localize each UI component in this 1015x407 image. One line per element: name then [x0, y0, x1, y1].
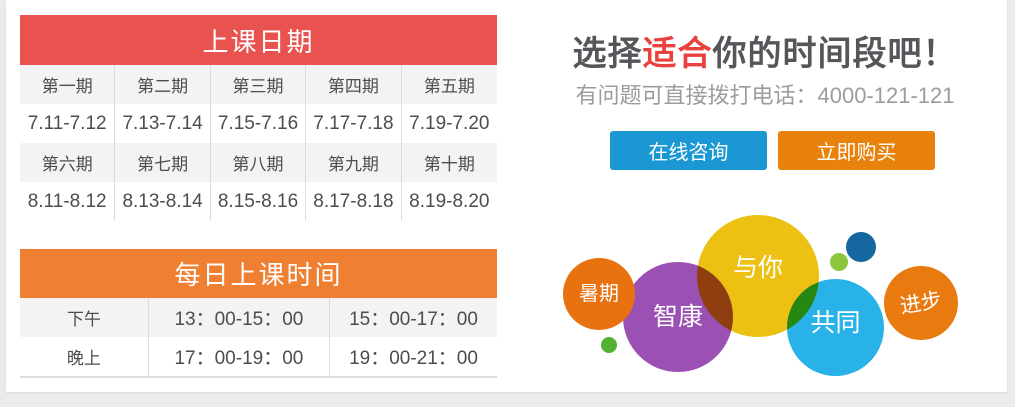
bubble-label: 进步 [898, 288, 944, 318]
table-row: 第一期 第二期 第三期 第四期 第五期 [20, 65, 497, 104]
time-slot: 13：00-15：00 [149, 298, 331, 337]
bubble-zhikang: 智康 [623, 262, 733, 372]
class-dates-header: 上课日期 [20, 15, 497, 65]
session-date: 8.11-8.12 [20, 182, 116, 221]
session-date: 7.17-7.18 [306, 104, 402, 143]
page-title: 选择适合你的时间段吧！ [515, 26, 1015, 75]
bubble-label: 与你 [732, 253, 783, 282]
session-label: 第八期 [211, 143, 307, 182]
session-date: 7.19-7.20 [409, 112, 490, 134]
bubble-label: 共同 [810, 309, 861, 337]
session-label: 第二期 [115, 65, 211, 104]
session-label: 第一期 [20, 65, 116, 104]
session-date: 8.17-8.18 [306, 182, 402, 221]
headline-highlight: 适合 [642, 35, 713, 73]
table-row: 下午 13：00-15：00 15：00-17：00 [20, 298, 497, 337]
bubble-label: 暑期 [579, 283, 619, 305]
headline-suffix: 你的时间段吧！ [712, 35, 958, 73]
bubble-label: 智康 [652, 302, 703, 331]
time-period-label: 下午 [20, 298, 149, 337]
session-date: 8.13-8.14 [115, 182, 211, 221]
online-consult-button[interactable]: 在线咨询 [610, 131, 767, 170]
yellowgreen-dot-decoration [830, 253, 848, 271]
table-row: 第六期 第七期 第八期 第九期 第十期 [20, 143, 497, 182]
session-date: 8.15-8.16 [211, 182, 307, 221]
session-date: 7.15-7.16 [211, 104, 307, 143]
buy-now-button[interactable]: 立即购买 [778, 131, 935, 170]
time-period-label: 晚上 [20, 337, 149, 376]
darkblue-dot-decoration [846, 232, 876, 262]
table-row: 晚上 17：00-19：00 19：00-21：00 [20, 337, 497, 376]
time-slot: 19：00-21：00 [349, 348, 478, 369]
session-label: 第三期 [211, 65, 307, 104]
session-date: 8.19-8.20 [409, 190, 490, 212]
bubble-together: 共同 [787, 279, 884, 376]
session-date: 7.13-7.14 [115, 104, 211, 143]
table-row: 7.11-7.12 7.13-7.14 7.15-7.16 7.17-7.18 … [20, 104, 497, 143]
bubble-summer: 暑期 [563, 258, 635, 330]
green-dot-decoration [601, 337, 617, 353]
session-date: 7.11-7.12 [20, 104, 116, 143]
daily-time-header: 每日上课时间 [20, 249, 497, 298]
session-label: 第十期 [423, 155, 475, 174]
bubble-progress: 进步 [884, 266, 958, 340]
time-slot: 15：00-17：00 [349, 309, 478, 330]
session-label: 第七期 [115, 143, 211, 182]
session-label: 第九期 [306, 143, 402, 182]
session-label: 第六期 [20, 143, 116, 182]
session-label: 第五期 [423, 77, 475, 96]
phone-info: 有问题可直接拨打电话：4000-121-121 [575, 83, 955, 108]
class-dates-table: 上课日期 第一期 第二期 第三期 第四期 第五期 7.11-7.12 7.13-… [20, 15, 497, 221]
daily-time-table: 每日上课时间 下午 13：00-15：00 15：00-17：00 晚上 17：… [20, 249, 497, 378]
headline-prefix: 选择 [572, 35, 643, 73]
time-slot: 17：00-19：00 [149, 337, 331, 376]
table-row: 8.11-8.12 8.13-8.14 8.15-8.16 8.17-8.18 … [20, 182, 497, 221]
session-label: 第四期 [306, 65, 402, 104]
